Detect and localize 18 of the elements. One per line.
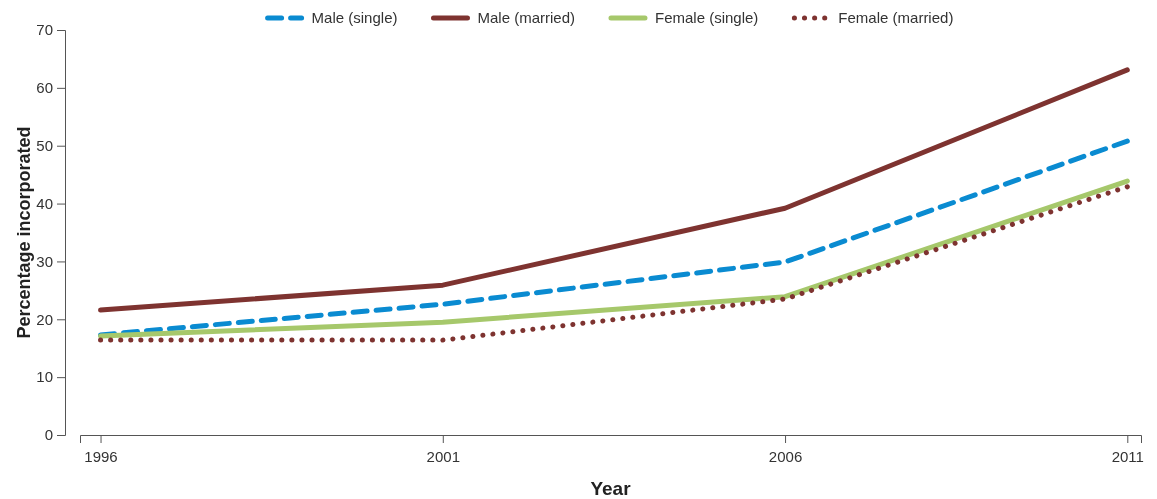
y-tick-label: 70 bbox=[36, 21, 53, 39]
y-axis-title: Percentage incorporated bbox=[14, 126, 34, 339]
y-tick-label: 40 bbox=[36, 194, 53, 212]
y-tick-label: 30 bbox=[36, 252, 53, 270]
y-tick-label: 20 bbox=[36, 310, 53, 328]
legend-label: Female (married) bbox=[838, 9, 954, 26]
y-tick-label: 10 bbox=[36, 368, 53, 386]
x-tick-label: 2001 bbox=[426, 447, 460, 465]
y-tick-label: 60 bbox=[36, 79, 53, 97]
legend-label: Female (single) bbox=[654, 9, 759, 26]
x-tick-label: 1996 bbox=[84, 447, 118, 465]
y-tick-label: 0 bbox=[44, 426, 53, 444]
x-tick-label: 2011 bbox=[1111, 447, 1144, 465]
x-tick-label: 2006 bbox=[768, 447, 803, 465]
x-axis-title: Year bbox=[590, 478, 632, 499]
legend-label: Male (single) bbox=[311, 9, 398, 26]
y-tick-label: 50 bbox=[36, 137, 53, 155]
legend-label: Male (married) bbox=[477, 9, 575, 26]
